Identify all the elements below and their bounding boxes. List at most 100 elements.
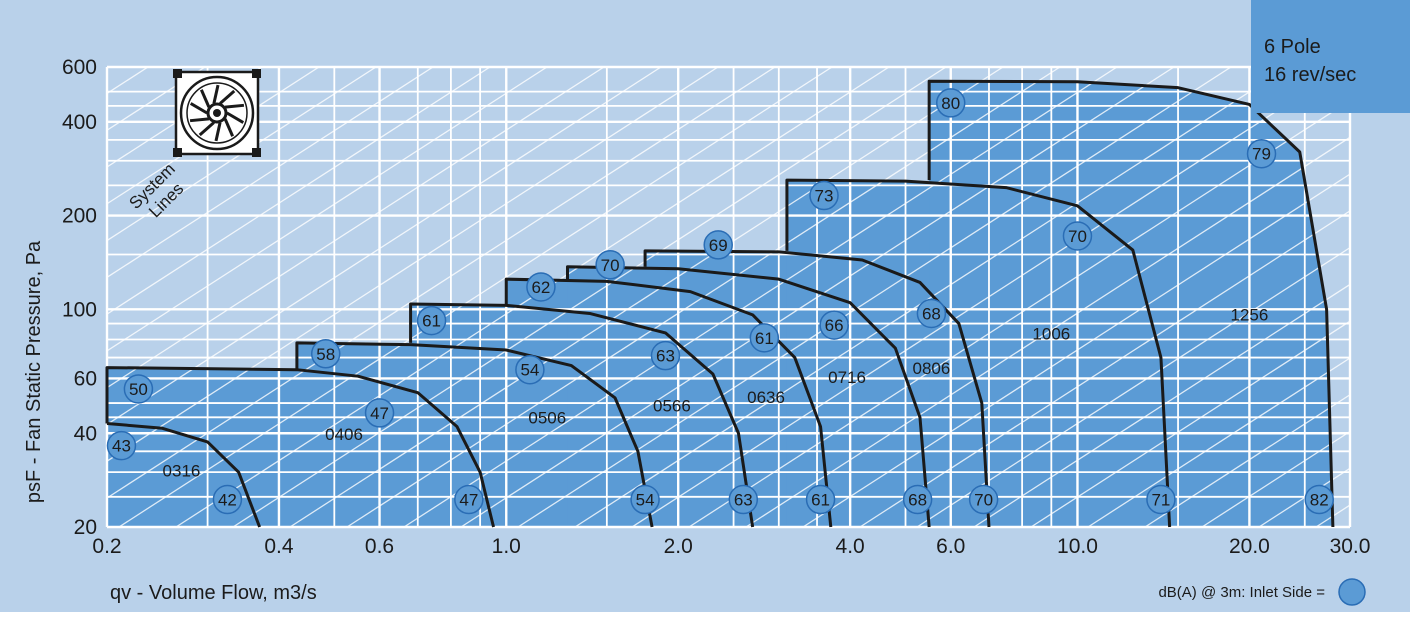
fan-blade bbox=[214, 122, 222, 142]
legend: dB(A) @ 3m: Inlet Side = bbox=[1158, 578, 1366, 606]
noise-badge-circle bbox=[106, 430, 137, 461]
noise-badge-value: 73 bbox=[815, 187, 834, 206]
noise-badge: 70 bbox=[595, 250, 625, 280]
x-tick-label: 1.0 bbox=[492, 535, 521, 558]
noise-badge: 68 bbox=[916, 298, 947, 329]
noise-badge: 54 bbox=[515, 354, 545, 385]
system-line bbox=[688, 99, 1350, 527]
curve-0566 bbox=[409, 302, 755, 528]
size-label-0566: 0566 bbox=[653, 396, 691, 415]
noise-badge-value: 80 bbox=[941, 94, 960, 113]
noise-badge: 42 bbox=[212, 484, 243, 515]
noise-badge-circle bbox=[123, 374, 154, 404]
noise-badge: 79 bbox=[1246, 138, 1277, 169]
fan-blade bbox=[189, 102, 208, 115]
noise-badge-circle bbox=[1062, 221, 1093, 251]
noise-badge: 73 bbox=[809, 180, 839, 211]
noise-badge-circle bbox=[728, 484, 759, 515]
noise-badge-value: 68 bbox=[922, 304, 941, 323]
noise-badge: 63 bbox=[650, 340, 681, 371]
noise-badge-circle bbox=[650, 340, 681, 371]
curve-1256 bbox=[927, 79, 1335, 528]
noise-badge: 54 bbox=[630, 484, 660, 515]
noise-badge-value: 47 bbox=[370, 404, 389, 423]
system-line bbox=[1144, 393, 1350, 527]
system-line bbox=[859, 210, 1350, 527]
x-tick-label: 2.0 bbox=[664, 535, 693, 558]
size-label-1006: 1006 bbox=[1032, 325, 1070, 344]
x-tick-label: 0.4 bbox=[264, 535, 294, 558]
noise-badge-value: 71 bbox=[1151, 491, 1170, 510]
y-axis-title: psF - Fan Static Pressure, Pa bbox=[23, 240, 45, 503]
noise-badge: 61 bbox=[749, 323, 780, 353]
size-label-0316: 0316 bbox=[163, 462, 201, 481]
noise-badge-circle bbox=[819, 310, 849, 340]
system-line bbox=[107, 67, 776, 499]
system-line bbox=[1201, 430, 1350, 527]
noise-badge-circle bbox=[1304, 484, 1334, 515]
noise-badge: 61 bbox=[416, 305, 447, 336]
fan-blade bbox=[198, 121, 215, 137]
noise-badge-value: 42 bbox=[218, 491, 237, 510]
size-label-0636: 0636 bbox=[747, 388, 785, 407]
noise-badge: 43 bbox=[106, 430, 137, 461]
system-line bbox=[107, 67, 605, 389]
noise-badge: 66 bbox=[819, 310, 849, 340]
noise-badge-circle bbox=[902, 484, 933, 515]
x-tick-label: 6.0 bbox=[936, 535, 965, 558]
system-line bbox=[1087, 357, 1350, 527]
noise-badge-value: 63 bbox=[734, 491, 753, 510]
x-tick-label: 30.0 bbox=[1330, 535, 1371, 558]
noise-badge-value: 69 bbox=[709, 236, 728, 255]
noise-badge-circle bbox=[454, 484, 484, 515]
noise-badge-circle bbox=[526, 272, 556, 302]
x-tick-label: 10.0 bbox=[1057, 535, 1098, 558]
noise-badge-circle bbox=[595, 250, 625, 280]
noise-badge-circle bbox=[703, 230, 733, 260]
speed-info-box: 6 Pole 16 rev/sec bbox=[1251, 0, 1410, 113]
fan-blade bbox=[219, 89, 236, 105]
system-line bbox=[574, 67, 1289, 527]
fan-blade bbox=[189, 117, 210, 123]
x-tick-label: 0.2 bbox=[92, 535, 121, 558]
size-label-0806: 0806 bbox=[912, 359, 950, 378]
noise-badge-circle bbox=[1246, 138, 1277, 169]
y-tick-label: 20 bbox=[74, 516, 97, 539]
fan-blade bbox=[224, 103, 245, 109]
noise-badge-value: 61 bbox=[755, 329, 774, 348]
fan-curves bbox=[105, 79, 1335, 528]
noise-badge-circle bbox=[805, 484, 836, 515]
noise-badge-circle bbox=[749, 323, 780, 353]
fan-blade bbox=[223, 118, 235, 137]
y-tick-label: 40 bbox=[74, 422, 97, 445]
noise-badge-value: 50 bbox=[129, 380, 148, 399]
grid bbox=[105, 65, 1352, 529]
axis-ticks: 0.2 0.4 0.6 1.0 2.0 4.0 6.0 10.0 20.0 30.0 20 40 60 1… bbox=[62, 56, 1370, 558]
noise-badge-value: 43 bbox=[112, 437, 131, 456]
noise-badge-value: 61 bbox=[422, 312, 441, 331]
fan-blade bbox=[212, 84, 220, 104]
noise-badge: 80 bbox=[935, 88, 966, 118]
y-tick-label: 60 bbox=[74, 367, 97, 390]
curve-0636 bbox=[504, 277, 833, 528]
fan-size-labels: 0316 0406 0506 0566 0636 0716 0806 1006 1256 bbox=[163, 306, 1269, 481]
y-axis-title-text: psF - Fan Static Pressure, Pa bbox=[23, 240, 45, 503]
noise-badge-value: 70 bbox=[974, 491, 993, 510]
legend-text: dB(A) @ 3m: Inlet Side = bbox=[1158, 584, 1325, 601]
y-tick-label: 200 bbox=[62, 205, 97, 228]
size-label-1256: 1256 bbox=[1231, 306, 1269, 325]
system-line bbox=[107, 67, 548, 352]
noise-badge-value: 68 bbox=[908, 491, 927, 510]
noise-badge: 68 bbox=[902, 484, 933, 515]
system-line bbox=[973, 283, 1350, 527]
system-line bbox=[118, 67, 833, 527]
noise-badge-value: 70 bbox=[1068, 227, 1087, 246]
noise-badge-circle bbox=[968, 484, 999, 515]
noise-badge: 71 bbox=[1146, 484, 1176, 515]
noise-badge-value: 61 bbox=[811, 491, 830, 510]
y-tick-label: 600 bbox=[62, 56, 97, 79]
size-label-0406: 0406 bbox=[325, 425, 363, 444]
system-line bbox=[631, 67, 1346, 527]
system-line bbox=[107, 67, 263, 168]
